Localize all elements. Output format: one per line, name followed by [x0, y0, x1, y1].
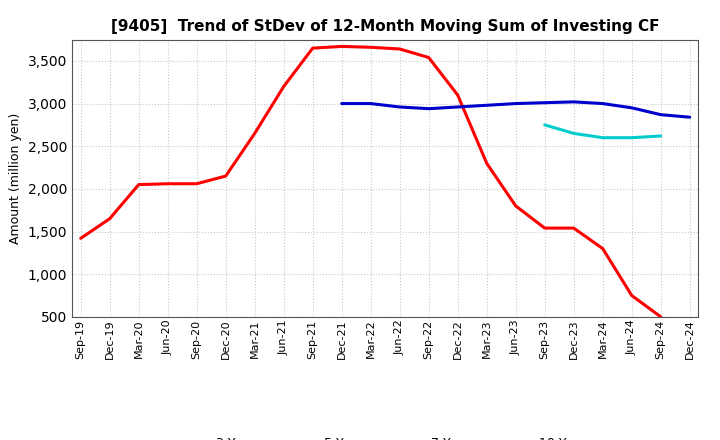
3 Years — [366, 44, 375, 50]
5 Years — [570, 99, 578, 105]
5 Years — [366, 101, 375, 106]
3 Years — [251, 131, 259, 136]
5 Years — [598, 101, 607, 106]
Legend: 3 Years, 5 Years, 7 Years, 10 Years: 3 Years, 5 Years, 7 Years, 10 Years — [174, 432, 597, 440]
5 Years — [454, 104, 462, 110]
3 Years — [395, 46, 404, 51]
Line: 7 Years: 7 Years — [545, 125, 661, 138]
3 Years — [221, 173, 230, 179]
5 Years — [627, 105, 636, 110]
5 Years — [511, 101, 520, 106]
3 Years — [570, 225, 578, 231]
3 Years — [338, 44, 346, 49]
Y-axis label: Amount (million yen): Amount (million yen) — [9, 113, 22, 244]
5 Years — [541, 100, 549, 105]
3 Years — [163, 181, 172, 187]
5 Years — [685, 114, 694, 120]
3 Years — [105, 216, 114, 221]
5 Years — [482, 103, 491, 108]
3 Years — [482, 161, 491, 166]
5 Years — [338, 101, 346, 106]
3 Years — [308, 45, 317, 51]
7 Years — [598, 135, 607, 140]
3 Years — [76, 236, 85, 241]
7 Years — [570, 131, 578, 136]
3 Years — [598, 246, 607, 251]
7 Years — [627, 135, 636, 140]
3 Years — [135, 182, 143, 187]
3 Years — [657, 314, 665, 319]
3 Years — [541, 225, 549, 231]
5 Years — [657, 112, 665, 117]
3 Years — [627, 293, 636, 298]
Line: 5 Years: 5 Years — [342, 102, 690, 117]
3 Years — [192, 181, 201, 187]
3 Years — [454, 92, 462, 98]
5 Years — [424, 106, 433, 111]
Title: [9405]  Trend of StDev of 12-Month Moving Sum of Investing CF: [9405] Trend of StDev of 12-Month Moving… — [111, 19, 660, 34]
Line: 3 Years: 3 Years — [81, 47, 661, 317]
3 Years — [511, 203, 520, 209]
5 Years — [395, 104, 404, 110]
7 Years — [657, 133, 665, 139]
7 Years — [541, 122, 549, 128]
3 Years — [279, 84, 288, 89]
3 Years — [424, 55, 433, 60]
